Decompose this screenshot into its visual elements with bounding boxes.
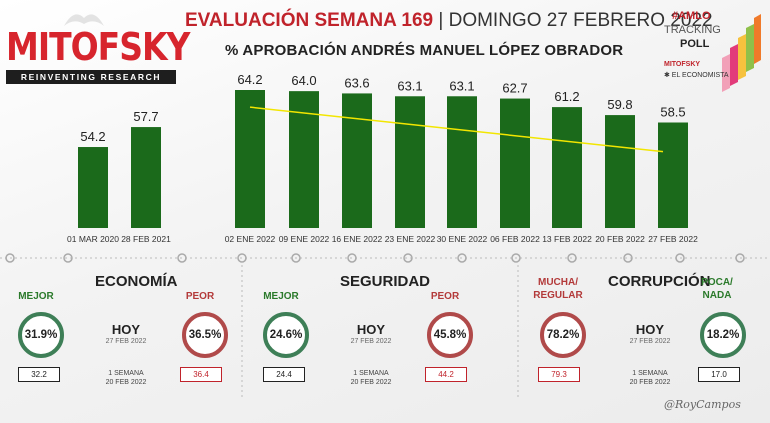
right-label: POCA/ NADA [701, 277, 733, 301]
left-label: MEJOR [18, 291, 54, 302]
left-prev-value: 79.3 [538, 367, 580, 382]
bar-23-ene-2022 [395, 96, 425, 228]
bar-value-label: 54.2 [80, 129, 105, 144]
bar-27-feb-2022 [658, 122, 688, 228]
tracking-poll-badge: #AMLO TRACKING POLL MITOFSKY ✱ EL ECONOM… [662, 8, 762, 100]
bar-value-label: 63.1 [397, 78, 422, 93]
one-week-label: 1 SEMANA [108, 370, 144, 377]
bar-13-feb-2022 [552, 107, 582, 228]
hoy-label: HOY [635, 322, 665, 337]
left-value-ring: 78.2% [540, 312, 586, 358]
bar-value-label: 57.7 [133, 109, 158, 124]
hoy-block: HOY 27 FEB 2022 [96, 322, 156, 345]
hoy-date: 27 FEB 2022 [350, 338, 392, 345]
one-week-date: 20 FEB 2022 [629, 379, 671, 386]
badge-line3: POLL [680, 38, 710, 50]
trend-line [249, 106, 664, 153]
left-label: MUCHA/ REGULAR [533, 277, 583, 301]
category-label: 28 FEB 2021 [121, 234, 171, 244]
hoy-date: 27 FEB 2022 [629, 338, 671, 345]
bar-01-mar-2020 [78, 147, 108, 228]
right-prev-value: 36.4 [180, 367, 222, 382]
right-label: PEOR [430, 291, 460, 302]
chart-subtitle: % APROBACIÓN ANDRÉS MANUEL LÓPEZ OBRADOR [225, 42, 624, 59]
right-value-ring: 36.5% [182, 312, 228, 358]
panel-seguridad: SEGURIDAD MEJOR PEOR 24.6% 45.8% HOY 27 … [245, 268, 490, 398]
title-date: | DOMINGO 27 FEBRERO 2022 [438, 10, 713, 31]
bar-02-ene-2022 [235, 90, 265, 228]
panel-title: CORRUPCIÓN [608, 273, 711, 290]
logo-tagline: REINVENTING RESEARCH [6, 70, 176, 84]
category-label: 20 FEB 2022 [595, 234, 645, 244]
one-week-block: 1 SEMANA 20 FEB 2022 [620, 369, 680, 387]
category-label: 23 ENE 2022 [385, 234, 436, 244]
category-label: 01 MAR 2020 [67, 234, 119, 244]
panel-economia: ECONOMÍA MEJOR PEOR 31.9% 36.5% HOY 27 F… [0, 268, 245, 398]
logo-text: MITOFSKY [6, 24, 190, 70]
right-value-ring: 45.8% [427, 312, 473, 358]
panel-corrupcion: CORRUPCIÓN MUCHA/ REGULAR POCA/ NADA 78.… [520, 268, 765, 398]
right-prev-value: 17.0 [698, 367, 740, 382]
one-week-label: 1 SEMANA [632, 370, 668, 377]
category-label: 16 ENE 2022 [332, 234, 383, 244]
bar-value-label: 59.8 [607, 97, 632, 112]
colorful-bars-icon [722, 14, 761, 92]
bar-06-feb-2022 [500, 98, 530, 229]
dotted-separator [0, 253, 770, 263]
one-week-date: 20 FEB 2022 [350, 379, 392, 386]
left-label: MEJOR [263, 291, 299, 302]
category-label: 02 ENE 2022 [225, 234, 276, 244]
badge-brand2: ✱ EL ECONOMISTA [664, 72, 729, 79]
bar-28-feb-2021 [131, 127, 161, 228]
bar-value-label: 63.6 [344, 75, 369, 90]
bar-value-label: 63.1 [449, 78, 474, 93]
title-week: EVALUACIÓN SEMANA 169 [185, 10, 434, 31]
author-signature: @RoyCampos [664, 398, 741, 411]
eagle-emblem-icon [64, 14, 104, 26]
page-title: EVALUACIÓN SEMANA 169 | DOMINGO 27 FEBRE… [185, 10, 713, 32]
panel-title: SEGURIDAD [340, 273, 431, 290]
bar-value-label: 64.0 [291, 73, 316, 88]
bar-value-label: 58.5 [660, 105, 685, 120]
category-label: 30 ENE 2022 [437, 234, 488, 244]
right-prev-value: 44.2 [425, 367, 467, 382]
right-label: PEOR [185, 291, 215, 302]
badge-hashtag: #AMLO [672, 10, 711, 22]
category-label: 09 ENE 2022 [279, 234, 330, 244]
panel-title: ECONOMÍA [95, 273, 178, 290]
hoy-label: HOY [111, 322, 141, 337]
left-prev-value: 24.4 [263, 367, 305, 382]
bar-20-feb-2022 [605, 115, 635, 228]
hoy-block: HOY 27 FEB 2022 [341, 322, 401, 345]
category-label: 27 FEB 2022 [648, 234, 698, 244]
bar-value-label: 62.7 [502, 81, 527, 96]
category-label: 06 FEB 2022 [490, 234, 540, 244]
badge-brand1: MITOFSKY [664, 61, 701, 68]
hoy-date: 27 FEB 2022 [105, 338, 147, 345]
hoy-block: HOY 27 FEB 2022 [620, 322, 680, 345]
left-value-ring: 31.9% [18, 312, 64, 358]
one-week-block: 1 SEMANA 20 FEB 2022 [96, 369, 156, 387]
left-value-ring: 24.6% [263, 312, 309, 358]
bar-value-label: 64.2 [237, 72, 262, 87]
mitofsky-logo: MITOFSKY REINVENTING RESEARCH [6, 24, 190, 84]
one-week-block: 1 SEMANA 20 FEB 2022 [341, 369, 401, 387]
one-week-date: 20 FEB 2022 [105, 379, 147, 386]
category-label: 13 FEB 2022 [542, 234, 592, 244]
hoy-label: HOY [356, 322, 386, 337]
badge-line2: TRACKING [664, 24, 721, 36]
right-value-ring: 18.2% [700, 312, 746, 358]
left-prev-value: 32.2 [18, 367, 60, 382]
bar-30-ene-2022 [447, 96, 477, 228]
one-week-label: 1 SEMANA [353, 370, 389, 377]
bar-value-label: 61.2 [554, 89, 579, 104]
bar-16-ene-2022 [342, 93, 372, 229]
